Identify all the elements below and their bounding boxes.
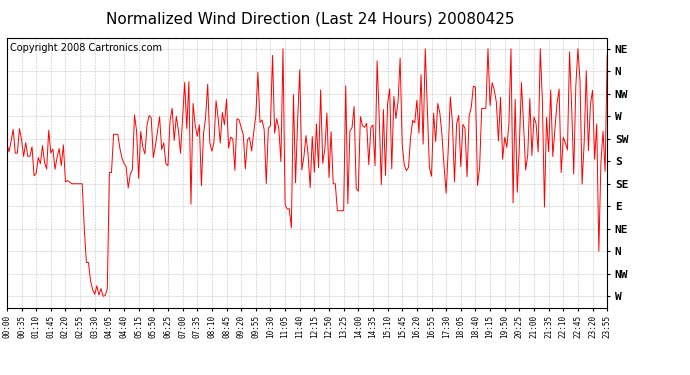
Text: Copyright 2008 Cartronics.com: Copyright 2008 Cartronics.com (10, 43, 162, 53)
Text: Normalized Wind Direction (Last 24 Hours) 20080425: Normalized Wind Direction (Last 24 Hours… (106, 11, 515, 26)
